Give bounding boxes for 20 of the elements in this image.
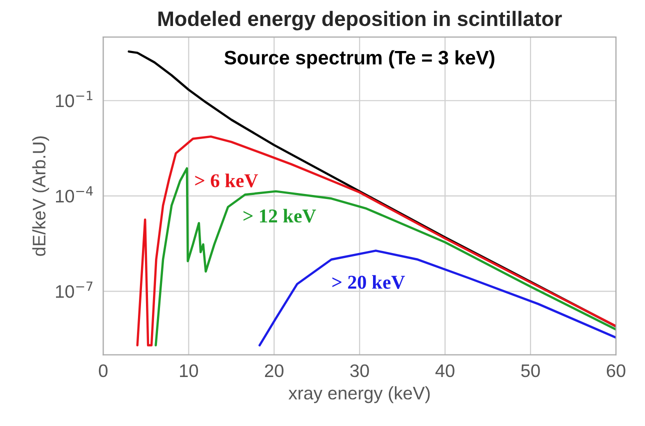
y-tick-label: 10$^{−4}$ [56, 186, 93, 203]
x-tick-label: 40 [435, 364, 454, 378]
y-axis-title: dE/keV (Arb.U) [32, 136, 50, 256]
line-series [154, 167, 616, 346]
x-tick-label: 10 [180, 364, 198, 378]
x-tick-label: 60 [606, 364, 626, 378]
x-tick-label: 20 [264, 364, 284, 378]
y-tick-label: 10$^{−1}$ [56, 90, 92, 108]
series-label: Source spectrum (Te = 3 keV) [224, 50, 494, 68]
x-tick-label: 50 [521, 364, 540, 378]
series-label: > 6 keV [195, 174, 258, 188]
y-tick-label: 10$^{−7}$ [56, 282, 92, 298]
chart-title: Modeled energy deposition in scintillator [158, 10, 562, 30]
x-axis-title: xray energy (keV) [288, 386, 430, 404]
line-series [258, 250, 616, 346]
x-tick-label: 30 [350, 364, 369, 378]
line-series [136, 135, 616, 346]
series-label: > 20 keV [332, 275, 405, 289]
series-label: > 12 keV [243, 208, 316, 223]
x-tick-label: 0 [98, 364, 108, 378]
